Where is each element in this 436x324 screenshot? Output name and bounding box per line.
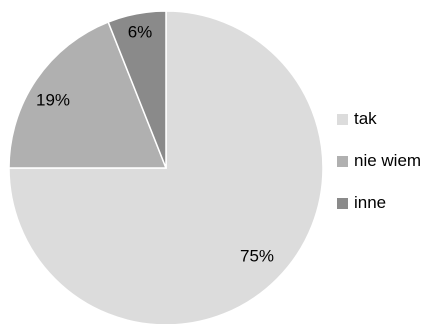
data-label-inne: 6%: [128, 23, 153, 42]
legend: tak nie wiem inne: [337, 110, 432, 236]
legend-label-nie-wiem: nie wiem: [354, 151, 422, 170]
legend-swatch-nie-wiem: [337, 155, 348, 167]
legend-label-inne: inne: [354, 193, 387, 212]
pie-slice-inne: [107, 10, 167, 169]
data-label-tak: 75%: [240, 247, 274, 266]
legend-item-inne: inne: [337, 194, 432, 212]
legend-swatch-inne: [337, 197, 348, 209]
legend-item-nie-wiem: nie wiem: [337, 152, 432, 170]
data-label-nie-wiem: 19%: [36, 91, 70, 110]
legend-label-tak: tak: [354, 109, 377, 128]
pie-slices: [8, 10, 324, 324]
legend-swatch-tak: [337, 113, 348, 125]
pie-slice-nie-wiem: [8, 21, 168, 169]
pie-data-labels: 75% 19% 6%: [36, 23, 274, 266]
pie-slice-tak: [8, 10, 324, 324]
legend-item-tak: tak: [337, 110, 432, 128]
